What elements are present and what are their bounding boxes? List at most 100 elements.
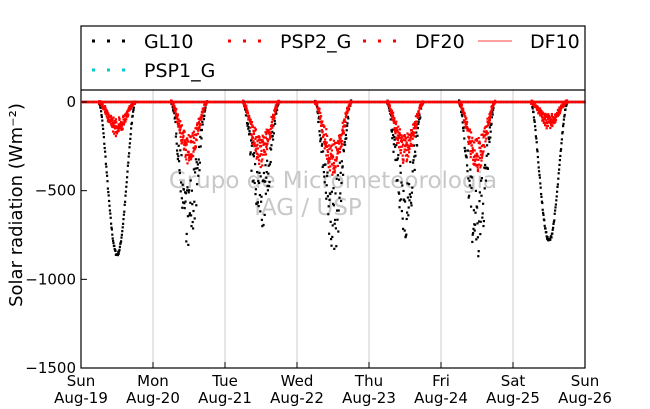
point-psp2_g	[256, 147, 259, 150]
point-psp2_g	[417, 110, 420, 113]
point-gl10	[104, 162, 107, 165]
point-psp2_g	[481, 152, 484, 155]
point-gl10	[492, 108, 495, 111]
point-df20	[462, 108, 465, 112]
point-psp2_g	[406, 143, 409, 146]
point-df20	[538, 110, 541, 113]
point-df20	[273, 100, 276, 104]
point-gl10	[560, 138, 563, 141]
point-psp2_g	[111, 121, 114, 124]
point-df20	[216, 100, 219, 104]
point-df20	[546, 121, 549, 125]
point-df20	[539, 100, 542, 104]
point-df20	[103, 108, 106, 111]
point-df20	[473, 162, 476, 165]
point-gl10	[565, 103, 568, 106]
point-psp2_g	[340, 143, 343, 146]
point-gl10	[393, 138, 396, 141]
x-tick-label-date: Aug-19	[54, 389, 108, 407]
point-df20	[321, 100, 324, 104]
point-df20	[199, 123, 202, 126]
point-df20	[540, 112, 543, 116]
point-df20	[395, 127, 398, 130]
point-df20	[480, 153, 483, 156]
point-gl10	[406, 196, 409, 199]
point-gl10	[118, 248, 121, 251]
point-df20	[266, 138, 269, 141]
point-df20	[187, 150, 190, 153]
point-psp2_g	[398, 133, 401, 136]
point-gl10	[562, 118, 565, 121]
point-gl10	[344, 133, 347, 137]
point-df20	[462, 100, 465, 104]
point-psp2_g	[265, 144, 268, 147]
point-df20	[534, 101, 537, 104]
point-df20	[203, 100, 205, 104]
point-df20	[106, 117, 109, 120]
point-df20	[337, 100, 340, 104]
point-gl10	[176, 152, 179, 156]
point-psp2_g	[414, 125, 417, 128]
point-gl10	[187, 243, 190, 247]
point-gl10	[105, 171, 108, 174]
point-gl10	[468, 184, 471, 187]
point-gl10	[553, 219, 556, 222]
point-df20	[390, 109, 393, 112]
point-gl10	[117, 252, 120, 255]
point-df20	[150, 100, 153, 104]
point-psp2_g	[250, 137, 253, 140]
point-psp2_g	[262, 148, 265, 152]
point-df20	[271, 126, 274, 129]
point-gl10	[318, 134, 321, 137]
point-gl10	[176, 149, 179, 152]
point-psp2_g	[406, 153, 409, 157]
point-gl10	[196, 183, 199, 186]
point-gl10	[248, 132, 251, 135]
point-psp2_g	[320, 128, 323, 132]
point-df20	[270, 132, 273, 135]
point-df20	[258, 159, 261, 162]
point-gl10	[270, 144, 273, 147]
point-gl10	[257, 179, 260, 183]
point-df20	[552, 118, 555, 122]
point-df20	[398, 128, 401, 131]
point-df20	[106, 111, 109, 114]
point-df20	[128, 100, 131, 104]
point-df20	[257, 138, 260, 142]
point-gl10	[467, 177, 470, 180]
point-gl10	[274, 122, 277, 125]
legend-swatch-dot	[378, 39, 381, 43]
point-gl10	[187, 191, 190, 194]
point-gl10	[123, 203, 126, 206]
point-df20	[471, 139, 474, 142]
point-psp2_g	[416, 116, 419, 119]
point-gl10	[201, 123, 204, 126]
point-psp2_g	[185, 141, 188, 144]
point-gl10	[412, 159, 415, 162]
point-gl10	[255, 202, 258, 206]
point-df20	[468, 140, 471, 143]
point-df20	[117, 100, 120, 104]
point-gl10	[411, 170, 414, 173]
point-df20	[412, 133, 415, 136]
point-df20	[473, 141, 476, 144]
point-df20	[553, 116, 556, 119]
point-psp2_g	[411, 143, 414, 146]
point-df20	[354, 100, 357, 104]
point-psp2_g	[341, 121, 344, 124]
point-psp2_g	[544, 124, 547, 127]
point-df20	[337, 140, 340, 143]
point-gl10	[176, 157, 179, 161]
point-gl10	[397, 191, 400, 194]
point-gl10	[320, 150, 323, 154]
point-gl10	[491, 113, 494, 116]
point-gl10	[316, 112, 319, 115]
point-psp2_g	[480, 144, 483, 148]
point-df20	[258, 136, 261, 139]
point-df20	[118, 118, 121, 122]
point-df20	[270, 115, 273, 119]
point-gl10	[415, 131, 418, 134]
point-gl10	[178, 171, 181, 175]
point-psp2_g	[559, 110, 562, 113]
point-df20	[218, 100, 221, 104]
